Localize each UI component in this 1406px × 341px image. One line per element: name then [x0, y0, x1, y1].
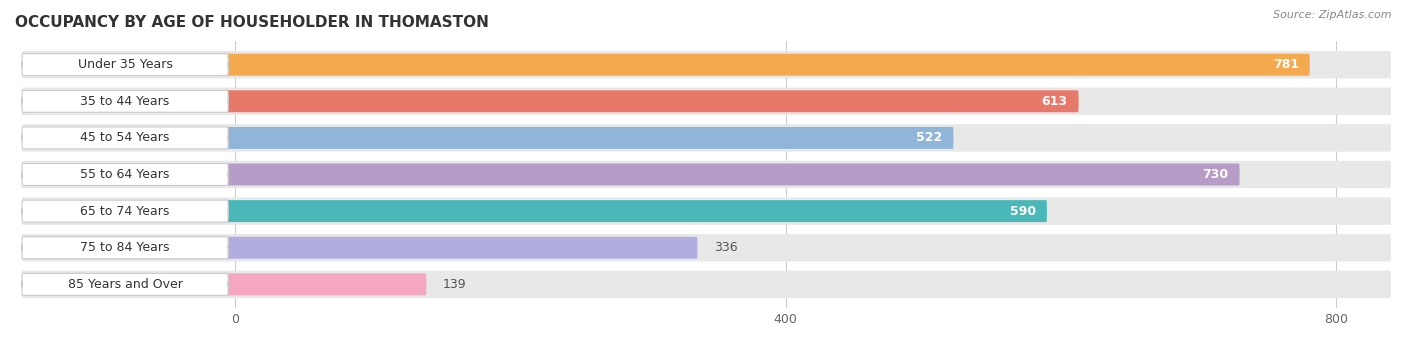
FancyBboxPatch shape: [22, 234, 1391, 262]
FancyBboxPatch shape: [22, 164, 1240, 186]
FancyBboxPatch shape: [22, 127, 953, 149]
Text: Under 35 Years: Under 35 Years: [77, 58, 173, 71]
Text: 55 to 64 Years: 55 to 64 Years: [80, 168, 170, 181]
FancyBboxPatch shape: [22, 90, 1078, 112]
FancyBboxPatch shape: [22, 51, 1391, 78]
Text: 65 to 74 Years: 65 to 74 Years: [80, 205, 170, 218]
Text: 139: 139: [443, 278, 467, 291]
Text: 45 to 54 Years: 45 to 54 Years: [80, 131, 170, 144]
Text: 590: 590: [1010, 205, 1036, 218]
FancyBboxPatch shape: [22, 90, 228, 112]
FancyBboxPatch shape: [22, 273, 228, 295]
Text: OCCUPANCY BY AGE OF HOUSEHOLDER IN THOMASTON: OCCUPANCY BY AGE OF HOUSEHOLDER IN THOMA…: [15, 15, 489, 30]
FancyBboxPatch shape: [22, 237, 697, 259]
FancyBboxPatch shape: [22, 161, 1391, 188]
FancyBboxPatch shape: [22, 271, 1391, 298]
Text: 613: 613: [1042, 95, 1067, 108]
FancyBboxPatch shape: [22, 197, 1391, 225]
FancyBboxPatch shape: [22, 54, 228, 76]
Text: 781: 781: [1272, 58, 1299, 71]
FancyBboxPatch shape: [22, 200, 228, 222]
FancyBboxPatch shape: [22, 88, 1391, 115]
FancyBboxPatch shape: [22, 164, 228, 186]
FancyBboxPatch shape: [22, 273, 426, 295]
Text: 730: 730: [1202, 168, 1229, 181]
Text: 522: 522: [917, 131, 942, 144]
FancyBboxPatch shape: [22, 237, 228, 259]
FancyBboxPatch shape: [22, 124, 1391, 152]
FancyBboxPatch shape: [22, 54, 1310, 76]
Text: 35 to 44 Years: 35 to 44 Years: [80, 95, 170, 108]
FancyBboxPatch shape: [22, 200, 1047, 222]
Text: 85 Years and Over: 85 Years and Over: [67, 278, 183, 291]
Text: 336: 336: [714, 241, 738, 254]
FancyBboxPatch shape: [22, 127, 228, 149]
Text: Source: ZipAtlas.com: Source: ZipAtlas.com: [1274, 10, 1392, 20]
Text: 75 to 84 Years: 75 to 84 Years: [80, 241, 170, 254]
